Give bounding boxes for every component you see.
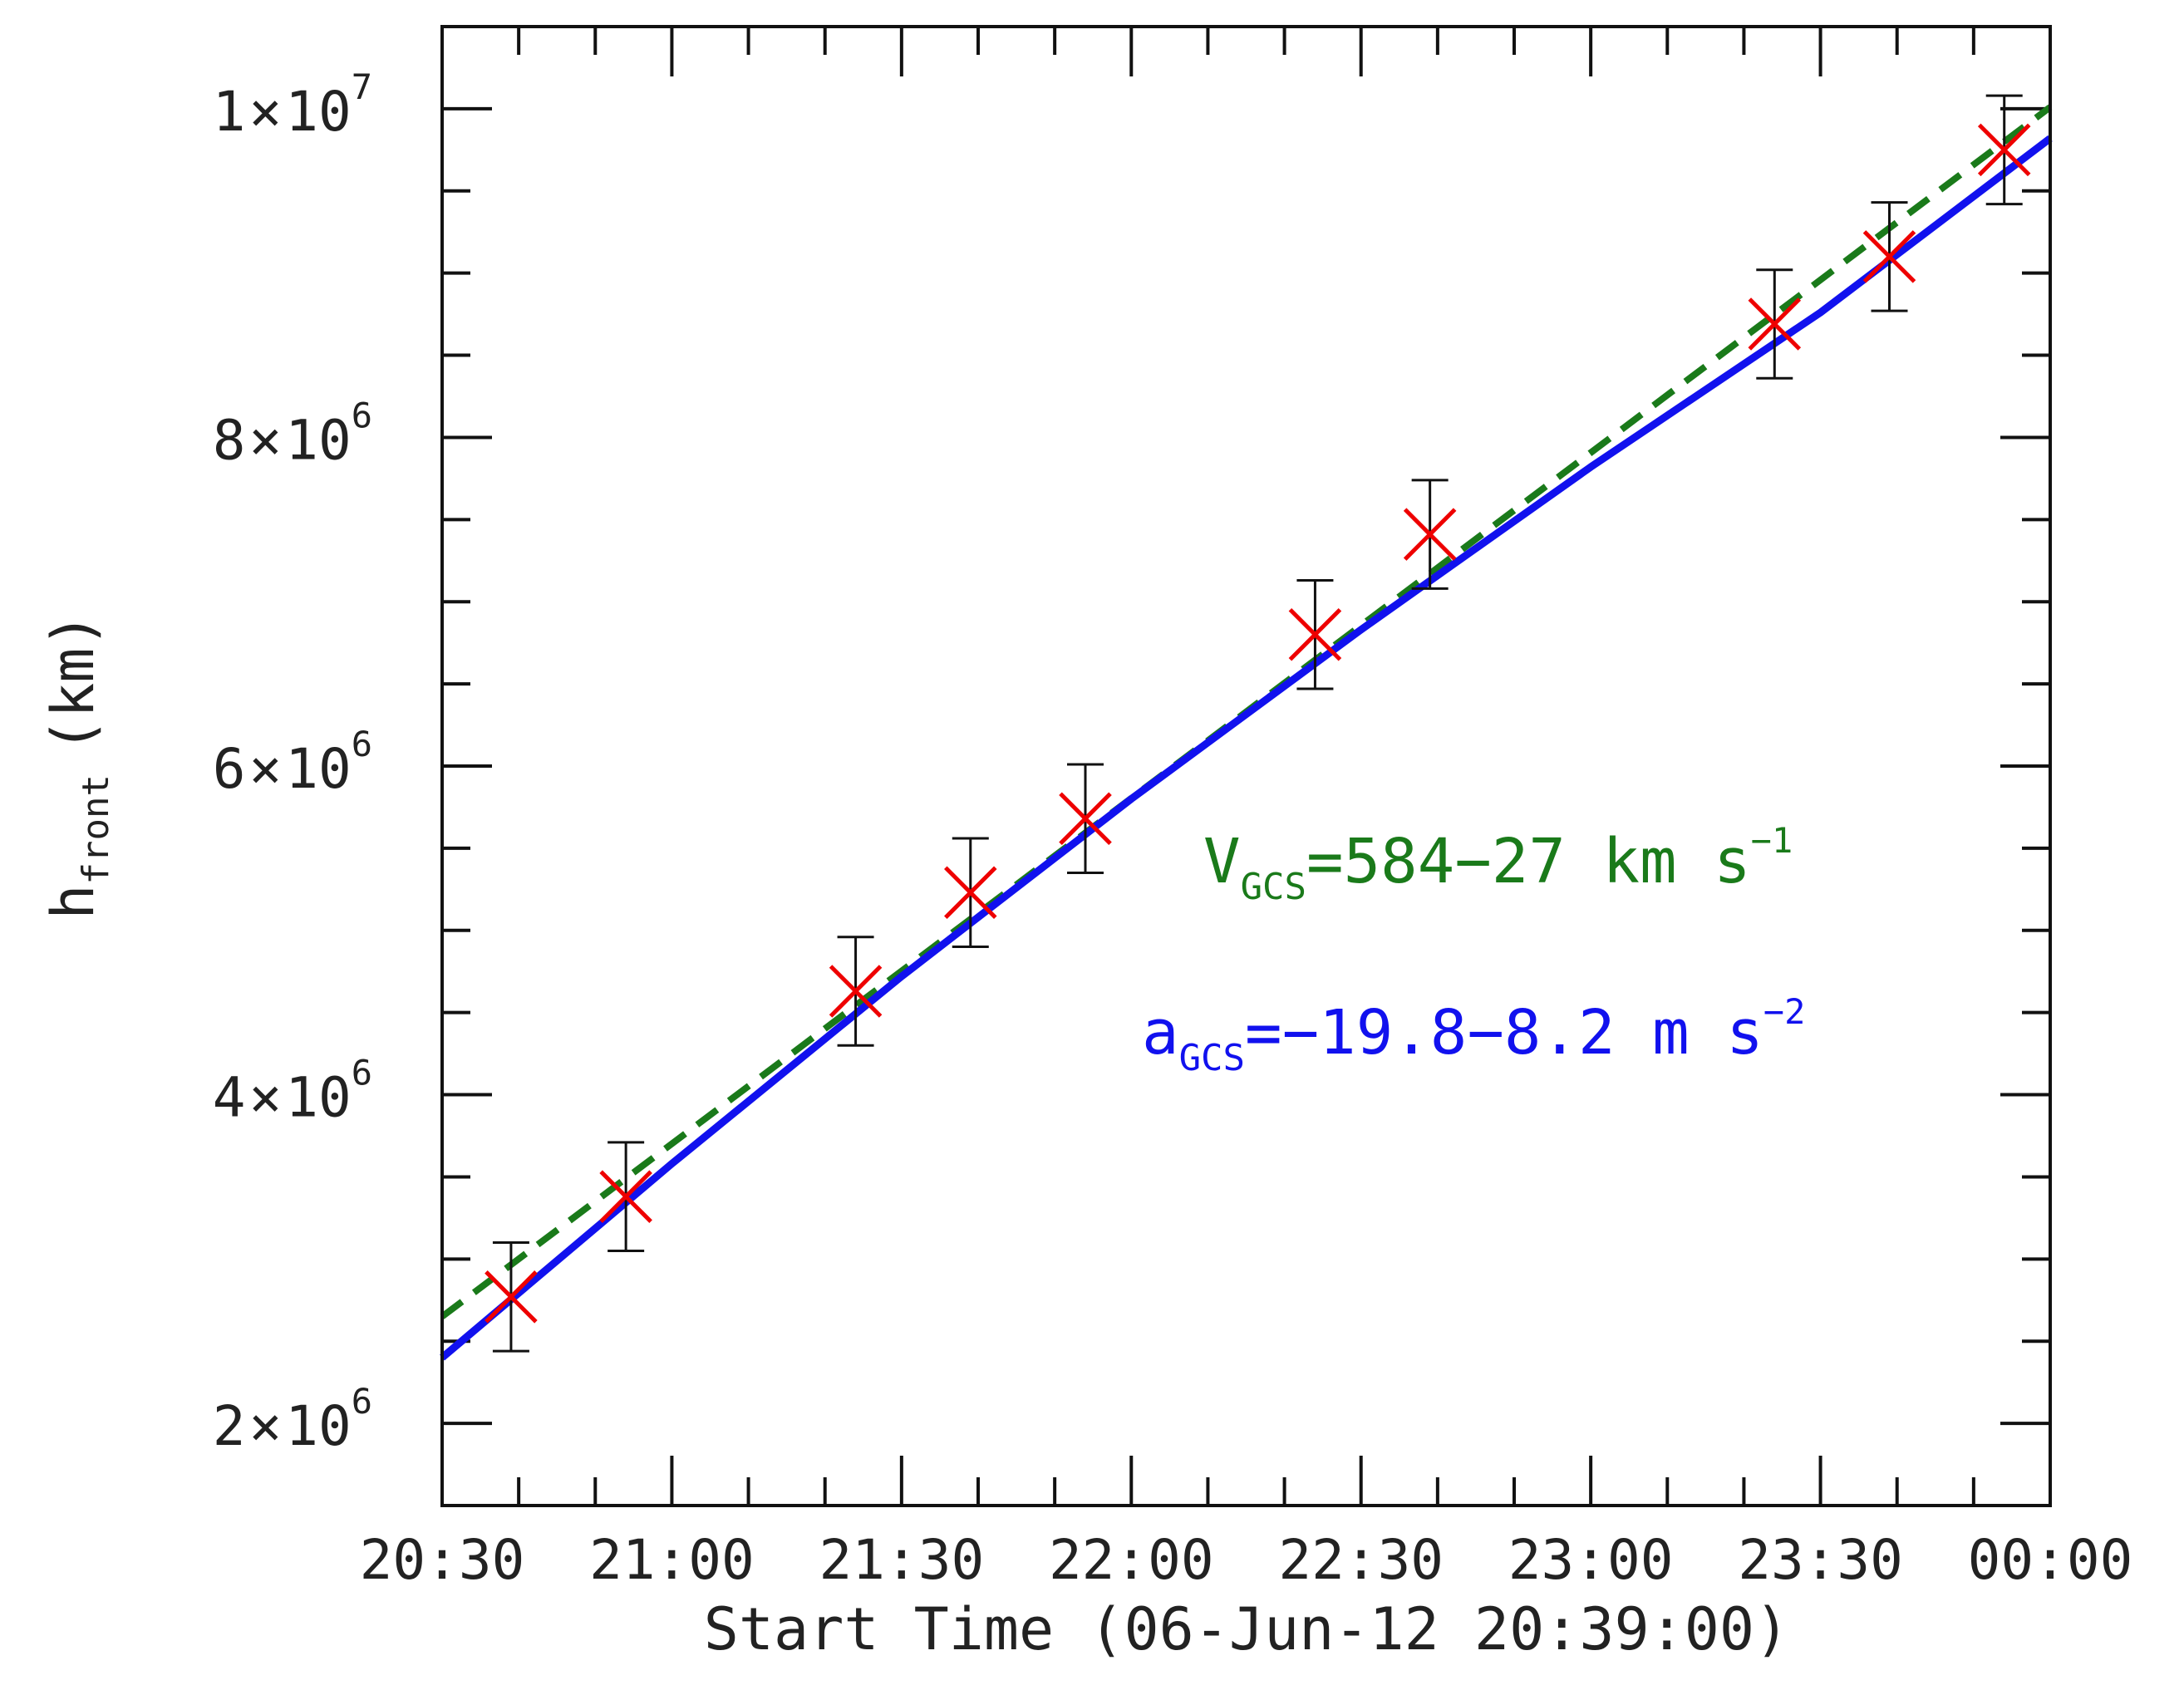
- y-axis-title: hfront (km): [39, 612, 117, 919]
- velocity-sup: −1: [1751, 820, 1793, 861]
- x-axis-title: Start Time (06-Jun-12 20:39:00): [704, 1595, 1789, 1663]
- data-point-marker: [485, 1270, 538, 1324]
- y-tick-label: 1×107: [213, 66, 372, 144]
- y-tick-base: 10: [285, 737, 351, 801]
- x-tick-label: 00:00: [1968, 1528, 2133, 1592]
- plot-frame: [440, 25, 2052, 1507]
- x-tick-label: 23:00: [1508, 1528, 1674, 1592]
- x-tick-label: 22:30: [1278, 1528, 1444, 1592]
- acceleration-annotation: aGCS=−19.8−8.2 m s−2: [1142, 991, 1805, 1079]
- x-tick-label: 22:00: [1049, 1528, 1214, 1592]
- y-tick-exponent: 6: [352, 1381, 372, 1422]
- x-tick-label: 20:30: [360, 1528, 525, 1592]
- acceleration-value: =−19.8−8.2 m s: [1245, 997, 1763, 1068]
- acceleration-sub: GCS: [1179, 1037, 1245, 1079]
- acceleration-sup: −2: [1763, 991, 1806, 1032]
- y-tick-mantissa: 2: [213, 1394, 246, 1458]
- velocity-main: V: [1203, 826, 1241, 897]
- y-tick-label: 6×106: [213, 724, 372, 801]
- data-point-marker: [829, 965, 883, 1018]
- y-tick-times: ×: [248, 1066, 282, 1130]
- y-tick-times: ×: [248, 408, 282, 472]
- acceleration-main: a: [1142, 997, 1179, 1068]
- velocity-value: =584−27 km s: [1306, 826, 1751, 897]
- y-tick-times: ×: [248, 1394, 282, 1458]
- x-tick-label: 21:30: [819, 1528, 985, 1592]
- y-tick-exponent: 7: [352, 66, 372, 107]
- data-points: [485, 94, 2031, 1353]
- y-tick-base: 10: [285, 80, 351, 144]
- data-point-marker: [1977, 123, 2031, 177]
- y-tick-base: 10: [285, 1066, 351, 1130]
- y-tick-mantissa: 1: [213, 80, 246, 144]
- data-point-marker: [1403, 508, 1457, 561]
- y-tick-label: 8×106: [213, 395, 372, 472]
- y-tick-mantissa: 4: [213, 1066, 246, 1130]
- y-tick-label: 4×106: [213, 1053, 372, 1130]
- y-tick-times: ×: [248, 737, 282, 801]
- data-point-marker: [1748, 297, 1802, 351]
- data-point-marker: [1288, 608, 1342, 661]
- y-tick-exponent: 6: [352, 1053, 372, 1093]
- y-tick-label: 2×106: [213, 1381, 372, 1458]
- x-tick-labels: 20:30 21:00 21:30 22:00 22:30 23:00 23:30 00:00: [360, 1528, 2133, 1592]
- y-tick-mantissa: 8: [213, 408, 246, 472]
- y-tick-base: 10: [285, 1394, 351, 1458]
- y-axis-title-unit: (km): [39, 612, 107, 753]
- y-axis-title-base: h: [39, 884, 107, 919]
- y-tick-exponent: 6: [352, 724, 372, 764]
- y-tick-exponent: 6: [352, 395, 372, 435]
- velocity-annotation: VGCS=584−27 km s−1: [1203, 820, 1793, 908]
- x-tick-label: 23:30: [1738, 1528, 1903, 1592]
- velocity-sub: GCS: [1241, 866, 1306, 908]
- y-axis-title-sub: front: [75, 774, 117, 884]
- fit-lines: [440, 104, 2053, 1361]
- x-tick-label: 21:00: [589, 1528, 755, 1592]
- data-point-marker: [599, 1170, 652, 1223]
- data-point-marker: [1862, 230, 1916, 283]
- y-tick-mantissa: 6: [213, 737, 246, 801]
- quadratic-fit-line: [440, 135, 2053, 1361]
- data-point-marker: [1059, 792, 1112, 846]
- y-tick-times: ×: [248, 80, 282, 144]
- data-point-marker: [944, 866, 997, 920]
- y-tick-base: 10: [285, 408, 351, 472]
